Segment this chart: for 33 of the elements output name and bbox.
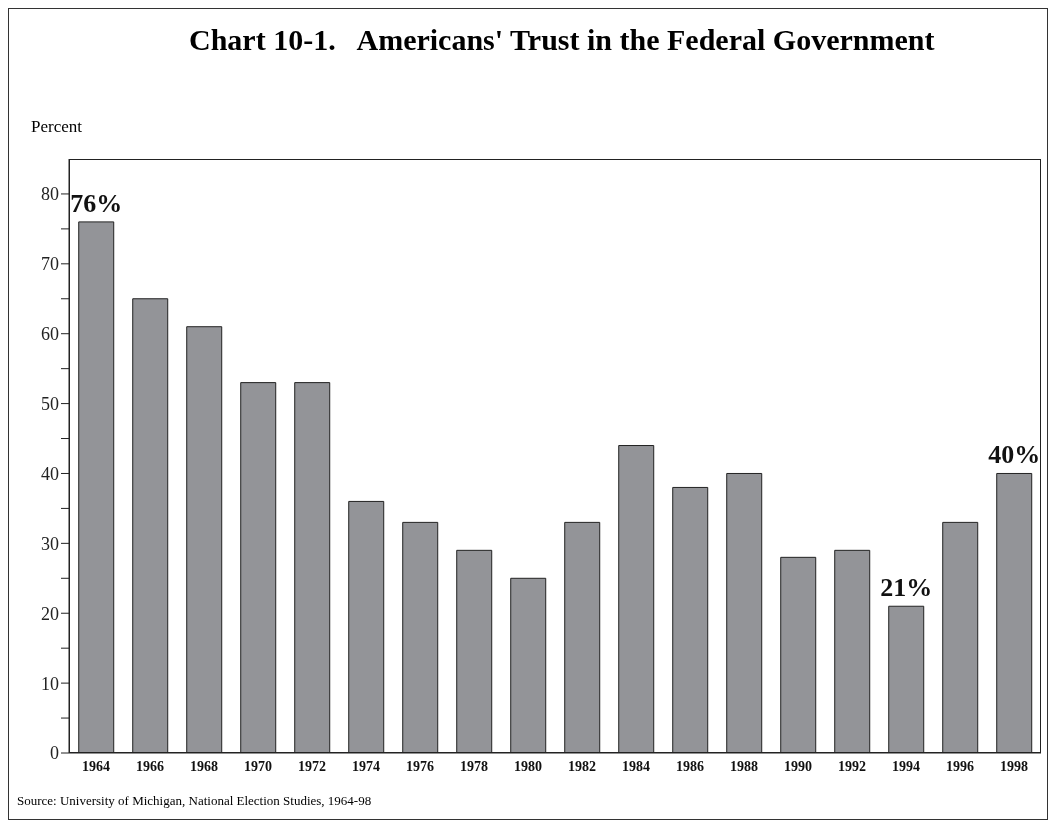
y-tick-label: 60	[41, 324, 59, 345]
chart-title: Chart 10-1. Americans' Trust in the Federal Government	[189, 23, 935, 57]
y-tick-label: 0	[50, 743, 59, 764]
y-tick-label: 20	[41, 603, 59, 624]
x-tick-label: 1982	[568, 758, 596, 774]
x-tick-label: 1968	[190, 758, 218, 774]
y-tick-label: 80	[41, 184, 59, 205]
data-label: 21%	[880, 573, 933, 603]
x-tick-label: 1972	[298, 758, 326, 774]
x-tick-label: 1996	[946, 758, 974, 774]
data-label: 40%	[988, 440, 1041, 470]
x-tick-label: 1974	[352, 758, 380, 774]
x-tick-label: 1990	[784, 758, 812, 774]
x-tick-label: 1998	[1000, 758, 1028, 774]
x-tick-label: 1988	[730, 758, 758, 774]
y-tick-label: 50	[41, 393, 59, 414]
x-tick-label: 1986	[676, 758, 704, 774]
y-tick-label: 40	[41, 463, 59, 484]
source-note: Source: University of Michigan, National Election Studies, 1964-98	[17, 793, 372, 809]
y-tick-label: 30	[41, 533, 59, 554]
x-tick-label: 1970	[244, 758, 272, 774]
y-tick-label: 70	[41, 254, 59, 275]
x-tick-label: 1992	[838, 758, 866, 774]
x-tick-label: 1976	[406, 758, 434, 774]
x-tick-label: 1964	[82, 758, 110, 774]
x-tick-label: 1994	[892, 758, 920, 774]
x-tick-label: 1978	[460, 758, 488, 774]
y-axis-title: Percent	[31, 117, 82, 137]
x-tick-label: 1984	[622, 758, 650, 774]
data-label: 76%	[70, 188, 123, 218]
x-tick-label: 1980	[514, 758, 542, 774]
x-tick-label: 1966	[136, 758, 164, 774]
y-tick-label: 10	[41, 673, 59, 694]
